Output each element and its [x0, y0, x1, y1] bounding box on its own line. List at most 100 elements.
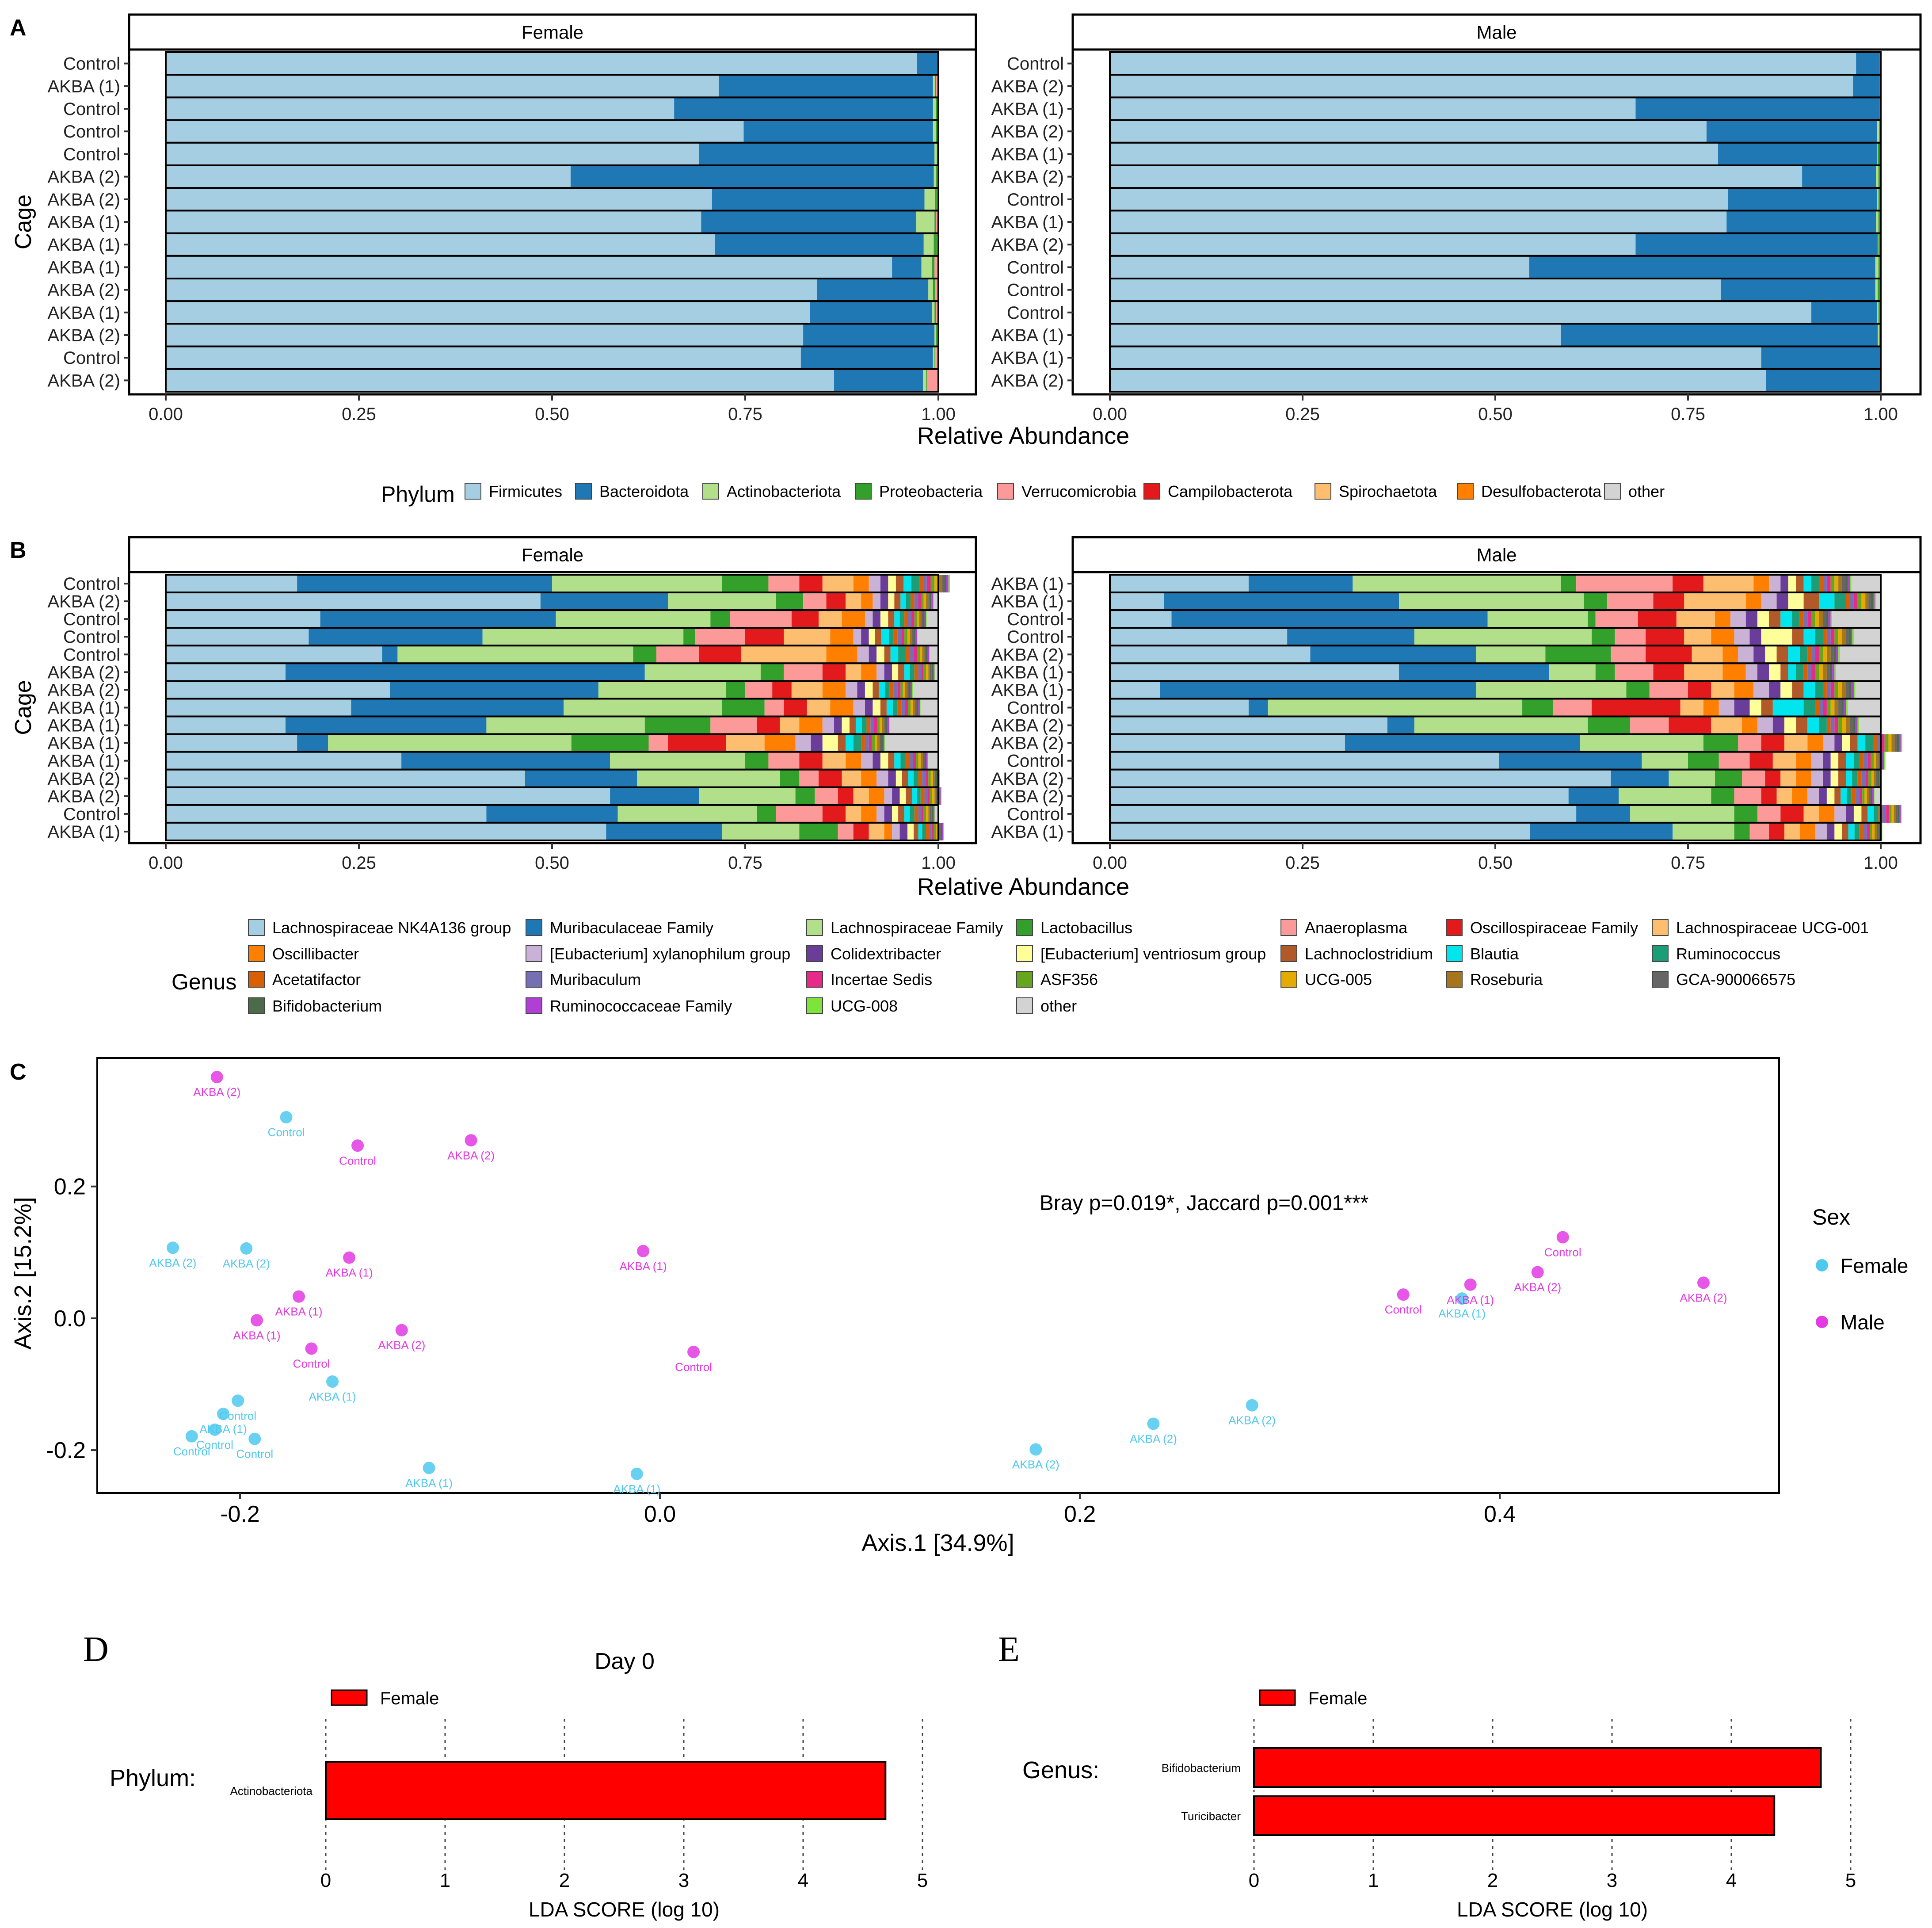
bar-segment [1248, 699, 1268, 717]
bar-segment [1878, 165, 1881, 188]
bar-segment [927, 645, 930, 664]
legend-label: other [1040, 997, 1077, 1015]
bar-segment [822, 663, 846, 681]
bar-segment [908, 699, 911, 717]
bar-segment [166, 346, 801, 369]
bar-segment [166, 75, 719, 98]
bar-segment [1834, 681, 1839, 699]
panel-label-B: B [10, 538, 27, 563]
bar-segment [926, 592, 929, 611]
bar-segment [1871, 752, 1874, 770]
bar-segment [1549, 663, 1596, 681]
bar-segment [166, 120, 744, 143]
bar-segment [1826, 787, 1835, 805]
bar-segment [1834, 822, 1842, 840]
bar-segment [1876, 752, 1879, 770]
y-tick-label: 0.2 [54, 1174, 86, 1200]
legend-label: other [1628, 482, 1665, 500]
bar-segment [1877, 822, 1879, 840]
bar-segment [869, 575, 880, 593]
scatter-point [185, 1430, 198, 1443]
y-tick-label: AKBA (1) [991, 348, 1064, 368]
bar-segment [1875, 592, 1876, 611]
bar-segment [912, 787, 917, 805]
bar-segment [1761, 592, 1777, 611]
bar-segment [1867, 805, 1874, 823]
legend-label: Firmicutes [489, 482, 562, 500]
bar-segment [1811, 610, 1815, 628]
bar-segment [166, 188, 712, 211]
y-tick-label: AKBA (1) [991, 822, 1064, 842]
facet-A-female: Female Control AKBA (1) Control Control Contr… [47, 13, 977, 424]
bar-segment [1878, 324, 1879, 347]
legend-key [806, 997, 823, 1014]
bar-segment [933, 663, 935, 681]
bar-segment [1823, 769, 1831, 787]
bar-segment [926, 822, 930, 840]
bar-segment [571, 734, 649, 752]
bar-segment [1874, 769, 1876, 787]
bar-segment [910, 645, 914, 664]
bar-segment [668, 734, 726, 752]
bar-segment [1630, 716, 1669, 734]
bar-segment [935, 188, 937, 211]
legend-label: Roseburia [1470, 970, 1543, 989]
bar-segment [1834, 699, 1839, 717]
bar-segment [1826, 663, 1830, 681]
bar-segment [1823, 628, 1827, 646]
bar-segment [1875, 279, 1878, 302]
y-tick-label: AKBA (2) [47, 371, 120, 390]
bar-segment [1673, 822, 1734, 840]
scatter-point [1246, 1399, 1258, 1412]
y-tick-label: Control [1007, 805, 1064, 824]
bar-segment [1642, 752, 1688, 770]
stats-annotation: Bray p=0.019*, Jaccard p=0.001*** [1040, 1191, 1369, 1215]
bar-segment [166, 369, 835, 392]
bar-segment [846, 681, 857, 699]
bar-segment [853, 734, 861, 752]
bar-segment [1772, 716, 1784, 734]
bar-segment [1711, 716, 1742, 734]
bar-segment [918, 699, 920, 717]
bar-segment [911, 575, 919, 593]
bar-segment [869, 822, 884, 840]
bar-segment [1706, 120, 1877, 143]
legend-label: Proteobacteria [879, 482, 983, 500]
bar-segment [1826, 681, 1831, 699]
y-tick-label: AKBA (2) [991, 769, 1064, 789]
y-tick-label: AKBA (2) [47, 787, 120, 806]
bar-segment [1894, 805, 1896, 823]
lda-bar [1253, 1747, 1822, 1788]
bar-segment [482, 628, 684, 646]
bar-segment [1859, 716, 1881, 734]
bar-segment [1487, 610, 1588, 628]
bar-segment [1345, 734, 1580, 752]
bar-segment [1749, 699, 1761, 717]
bar-segment [904, 610, 908, 628]
bar-segment [1815, 822, 1827, 840]
bar-segment [906, 645, 910, 664]
bar-segment [892, 822, 900, 840]
bar-segment [893, 628, 898, 646]
bar-segment [846, 592, 861, 611]
bar-segment [525, 769, 637, 787]
bar-segment [486, 716, 645, 734]
bar-segment [934, 663, 936, 681]
y-axis-title: Axis.2 [15.2%] [10, 1197, 36, 1349]
bar-segment [942, 822, 943, 840]
legend-label: Ruminococcaceae Family [550, 997, 732, 1015]
bar-segment [914, 663, 918, 681]
bar-segment [791, 610, 819, 628]
bar-segment [872, 734, 875, 752]
legend-label: Ruminococcus [1676, 945, 1780, 963]
facet-strip [128, 536, 977, 573]
bar-segment [873, 592, 880, 611]
bar-segment [1848, 628, 1851, 646]
bar-segment [1673, 575, 1703, 593]
legend-label: [Eubacterium] xylanophilum group [550, 945, 790, 963]
bar-segment [1110, 120, 1707, 143]
facet-title: Male [1476, 22, 1517, 43]
bar-segment [1891, 805, 1894, 823]
bar-segment [1854, 822, 1860, 840]
